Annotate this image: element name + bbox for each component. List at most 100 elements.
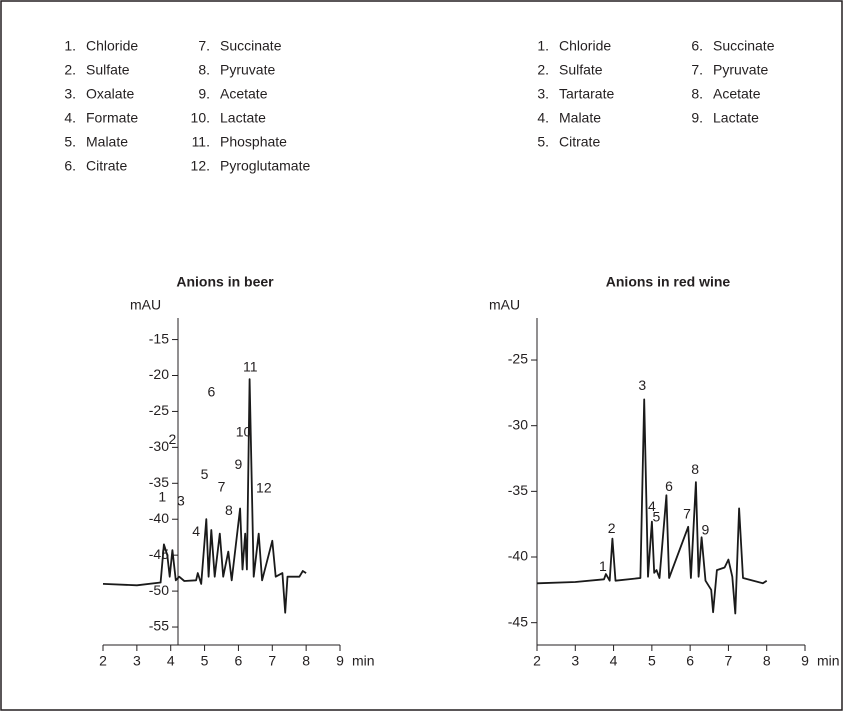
y-tick-label: -35 xyxy=(508,482,528,498)
legend-name: Pyroglutamate xyxy=(220,158,310,174)
peak-label: 10 xyxy=(236,424,252,440)
x-tick-label: 5 xyxy=(201,653,209,669)
legend-name: Pyruvate xyxy=(713,62,768,78)
peak-label: 9 xyxy=(235,456,243,472)
peak-label: 7 xyxy=(683,506,691,522)
legend-name: Malate xyxy=(86,134,128,150)
chart-title: Anions in red wine xyxy=(606,274,731,290)
legend-number: 7. xyxy=(198,38,210,54)
y-tick-label: -40 xyxy=(508,548,528,564)
legend-number: 2. xyxy=(64,62,76,78)
peak-label: 9 xyxy=(702,521,710,537)
x-tick-label: 9 xyxy=(801,653,809,669)
legend-name: Sulfate xyxy=(86,62,130,78)
legend-name: Tartarate xyxy=(559,86,614,102)
peak-label: 5 xyxy=(653,508,661,524)
peak-label: 8 xyxy=(225,502,233,518)
y-tick-label: -25 xyxy=(508,351,528,367)
peak-label: 4 xyxy=(192,523,200,539)
legend-name: Succinate xyxy=(220,38,282,54)
legend-name: Phosphate xyxy=(220,134,287,150)
x-tick-label: 6 xyxy=(235,653,243,669)
legend-name: Chloride xyxy=(559,38,611,54)
peak-label: 4 xyxy=(648,498,656,514)
peak-label: 6 xyxy=(207,383,215,399)
legend-name: Lactate xyxy=(713,110,759,126)
x-tick-label: 6 xyxy=(686,653,694,669)
x-axis-label: min xyxy=(817,653,840,669)
legend-number: 8. xyxy=(198,62,210,78)
x-axis-label: min xyxy=(352,653,375,669)
x-tick-label: 9 xyxy=(336,653,344,669)
peak-label: 6 xyxy=(665,478,673,494)
x-tick-label: 7 xyxy=(268,653,276,669)
y-axis-label: mAU xyxy=(489,297,520,313)
x-tick-label: 8 xyxy=(763,653,771,669)
y-tick-label: -55 xyxy=(149,618,169,634)
x-tick-label: 3 xyxy=(571,653,579,669)
peak-label: 2 xyxy=(169,431,177,447)
trace xyxy=(536,398,768,615)
peak-label: 1 xyxy=(599,558,607,574)
x-tick-label: 8 xyxy=(302,653,310,669)
y-tick-label: -15 xyxy=(149,330,169,346)
legend-name: Citrate xyxy=(86,158,127,174)
legend-number: 5. xyxy=(64,134,76,150)
legend-number: 5. xyxy=(537,134,549,150)
legend-number: 3. xyxy=(537,86,549,102)
peak-label: 2 xyxy=(608,520,616,536)
legend-name: Sulfate xyxy=(559,62,603,78)
legend-name: Succinate xyxy=(713,38,775,54)
peak-label: 3 xyxy=(638,377,646,393)
peak-label: 11 xyxy=(243,358,258,374)
peak-label: 7 xyxy=(218,478,226,494)
x-tick-label: 2 xyxy=(99,653,107,669)
legend-name: Malate xyxy=(559,110,601,126)
trace xyxy=(102,378,307,614)
legend-name: Pyruvate xyxy=(220,62,275,78)
legend-number: 7. xyxy=(691,62,703,78)
y-tick-label: -45 xyxy=(508,613,528,629)
legend-name: Lactate xyxy=(220,110,266,126)
y-tick-label: -35 xyxy=(149,474,169,490)
legend-number: 1. xyxy=(537,38,549,54)
x-tick-label: 4 xyxy=(610,653,618,669)
legend-number: 4. xyxy=(64,110,76,126)
legend-number: 6. xyxy=(691,38,703,54)
legend-number: 6. xyxy=(64,158,76,174)
x-tick-label: 7 xyxy=(725,653,733,669)
legend-number: 2. xyxy=(537,62,549,78)
y-tick-label: -20 xyxy=(149,366,169,382)
legend-number: 12. xyxy=(191,158,210,174)
legend-name: Chloride xyxy=(86,38,138,54)
peak-label: 5 xyxy=(201,466,209,482)
legend-name: Oxalate xyxy=(86,86,134,102)
x-tick-label: 3 xyxy=(133,653,141,669)
legend-number: 4. xyxy=(537,110,549,126)
legend-number: 11. xyxy=(192,134,210,150)
peak-label: 1 xyxy=(158,488,166,504)
y-tick-label: -30 xyxy=(508,416,528,432)
legend-number: 10. xyxy=(191,110,210,126)
chart-title: Anions in beer xyxy=(176,274,274,290)
y-tick-label: -30 xyxy=(149,438,169,454)
legend-number: 1. xyxy=(64,38,76,54)
x-tick-label: 2 xyxy=(533,653,541,669)
legend-name: Acetate xyxy=(220,86,268,102)
legend-name: Citrate xyxy=(559,134,600,150)
legend-number: 9. xyxy=(691,110,703,126)
y-tick-label: -50 xyxy=(149,582,169,598)
peak-label: 12 xyxy=(256,480,272,496)
y-tick-label: -25 xyxy=(149,402,169,418)
peak-label: 8 xyxy=(691,461,699,477)
x-tick-label: 4 xyxy=(167,653,175,669)
legend-number: 3. xyxy=(64,86,76,102)
legend-name: Acetate xyxy=(713,86,761,102)
legend-number: 9. xyxy=(198,86,210,102)
legend-number: 8. xyxy=(691,86,703,102)
peak-label: 3 xyxy=(177,493,185,509)
y-tick-label: -40 xyxy=(149,510,169,526)
y-axis-label: mAU xyxy=(130,297,161,313)
legend-name: Formate xyxy=(86,110,138,126)
